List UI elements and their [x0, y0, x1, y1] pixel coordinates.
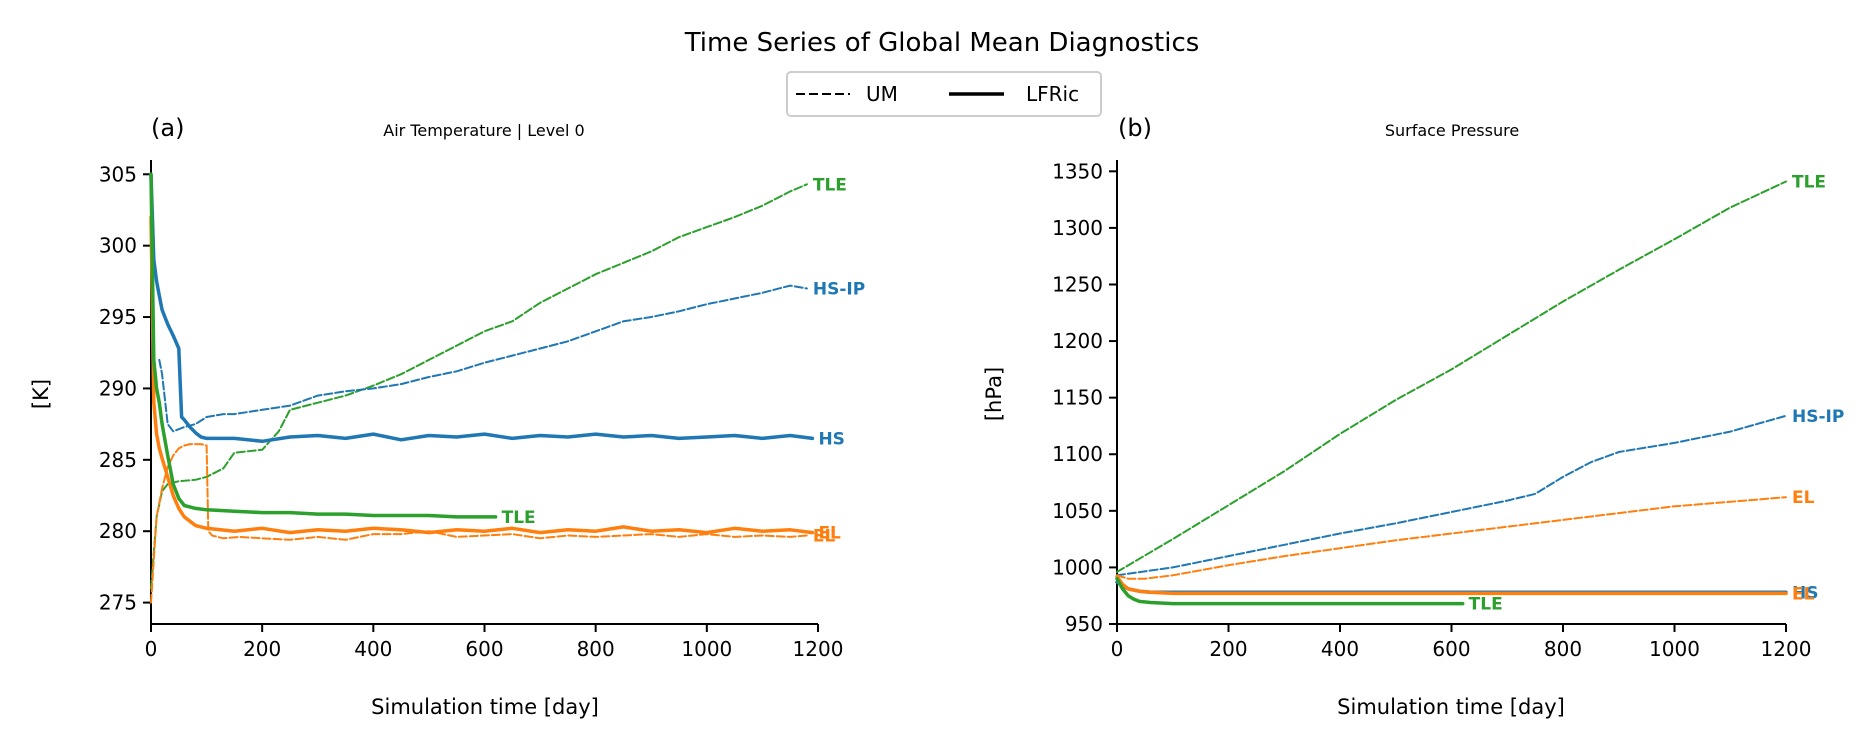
panel-a-series-lfric-el-line [149, 215, 815, 535]
panel-a-ytick-label: 280 [99, 519, 137, 543]
panel-b-series-lfric-el-line [1115, 574, 1788, 596]
panel-a-series-um-el-end-label: EL [813, 526, 836, 546]
legend: UM LFRic [786, 71, 1102, 117]
panel-a-xtick-label: 0 [145, 637, 158, 661]
panel-a-ylabel: [K] [29, 379, 53, 409]
panel-b-series-lfric-tle-line [1115, 576, 1465, 606]
panel-b-xtick-label: 800 [1544, 637, 1582, 661]
panel-a-series-um-el-line [150, 443, 808, 604]
panel-a-series-um-tle-line [150, 183, 808, 590]
panel-air-temperature: (a) Air Temperature | Level 0 Simulation… [29, 114, 865, 719]
panel-a-series-um-hs-ip-end-label: HS-IP [813, 279, 865, 299]
panel-b-ylabel: [hPa] [982, 367, 1006, 421]
panel-b-xlabel: Simulation time [day] [1337, 695, 1565, 719]
panel-b-xtick-label: 600 [1432, 637, 1470, 661]
panel-b-title: Surface Pressure [1385, 121, 1519, 140]
panel-a-ytick-label: 275 [99, 591, 137, 615]
panel-b-series-um-el-line [1116, 496, 1787, 580]
panel-b-series-lfric-tle-end-label: TLE [1469, 595, 1503, 615]
panel-a-xlabel: Simulation time [day] [371, 695, 599, 719]
panel-b-series-um-hs-ip-end-label: HS-IP [1792, 407, 1844, 427]
panel-b-ytick-label: 950 [1065, 612, 1103, 636]
panel-b-xtick-label: 0 [1111, 637, 1124, 661]
panel-b-ytick-label: 1100 [1052, 442, 1103, 466]
panel-a-xtick-label: 400 [354, 637, 392, 661]
panel-a-tag: (a) [151, 114, 184, 142]
panel-a-series-lfric-hs-end-label: HS [818, 429, 844, 449]
panel-b-ytick-label: 1200 [1052, 329, 1103, 353]
panel-b-ytick-label: 1350 [1052, 159, 1103, 183]
panel-a-title: Air Temperature | Level 0 [383, 121, 584, 140]
panel-b-series-um-hs-ip-line [1116, 414, 1787, 577]
panel-b-tag: (b) [1118, 114, 1152, 142]
panel-b-ytick-label: 1000 [1052, 555, 1103, 579]
figure-title: Time Series of Global Mean Diagnostics [684, 28, 1200, 58]
panel-a-ytick-label: 285 [99, 448, 137, 472]
panel-a-series-lfric-hs-line [149, 172, 815, 444]
panel-b-ytick-label: 1050 [1052, 499, 1103, 523]
panel-a-ytick-label: 295 [99, 305, 137, 329]
panel-a-ytick-label: 290 [99, 376, 137, 400]
panel-b-xtick-label: 200 [1209, 637, 1247, 661]
legend-frame [786, 71, 1102, 117]
panel-a-series-lfric-tle-line [149, 172, 498, 519]
legend-um-label: UM [866, 82, 898, 106]
panel-b-ytick-label: 1250 [1052, 272, 1103, 296]
panel-b-series-lfric-el-end-label: EL [1792, 584, 1815, 604]
panel-surface-pressure: (b) Surface Pressure Simulation time [da… [982, 114, 1844, 719]
panel-a-xtick-label: 200 [243, 637, 281, 661]
panel-a-xtick-label: 1000 [681, 637, 732, 661]
panel-a-xtick-label: 1200 [793, 637, 844, 661]
panel-b-series-um-tle-line [1116, 180, 1787, 573]
panel-b-ytick-label: 1150 [1052, 386, 1103, 410]
panel-b-xtick-label: 1200 [1761, 637, 1812, 661]
panel-a-series-um-tle-end-label: TLE [813, 175, 847, 195]
panel-b-series-lfric-hs-line [1115, 580, 1788, 595]
panel-b-ytick-label: 1300 [1052, 216, 1103, 240]
panel-a-series-lfric-el-end-label: EL [818, 524, 841, 544]
panel-a-series-um-hs-ip-line [158, 284, 808, 433]
panel-b-xtick-label: 400 [1321, 637, 1359, 661]
panel-b-series-um-el-end-label: EL [1792, 488, 1815, 508]
panel-b-xtick-label: 1000 [1649, 637, 1700, 661]
panel-a-ytick-label: 300 [99, 234, 137, 258]
panel-a-xtick-label: 800 [577, 637, 615, 661]
legend-lfric-label: LFRic [1026, 82, 1079, 106]
panel-b-series-lfric-hs-end-label: HS [1792, 583, 1818, 603]
panel-b-series-um-tle-end-label: TLE [1792, 173, 1826, 193]
panel-a-ytick-label: 305 [99, 162, 137, 186]
panel-a-xtick-label: 600 [465, 637, 503, 661]
panel-a-series-lfric-tle-end-label: TLE [502, 508, 536, 528]
